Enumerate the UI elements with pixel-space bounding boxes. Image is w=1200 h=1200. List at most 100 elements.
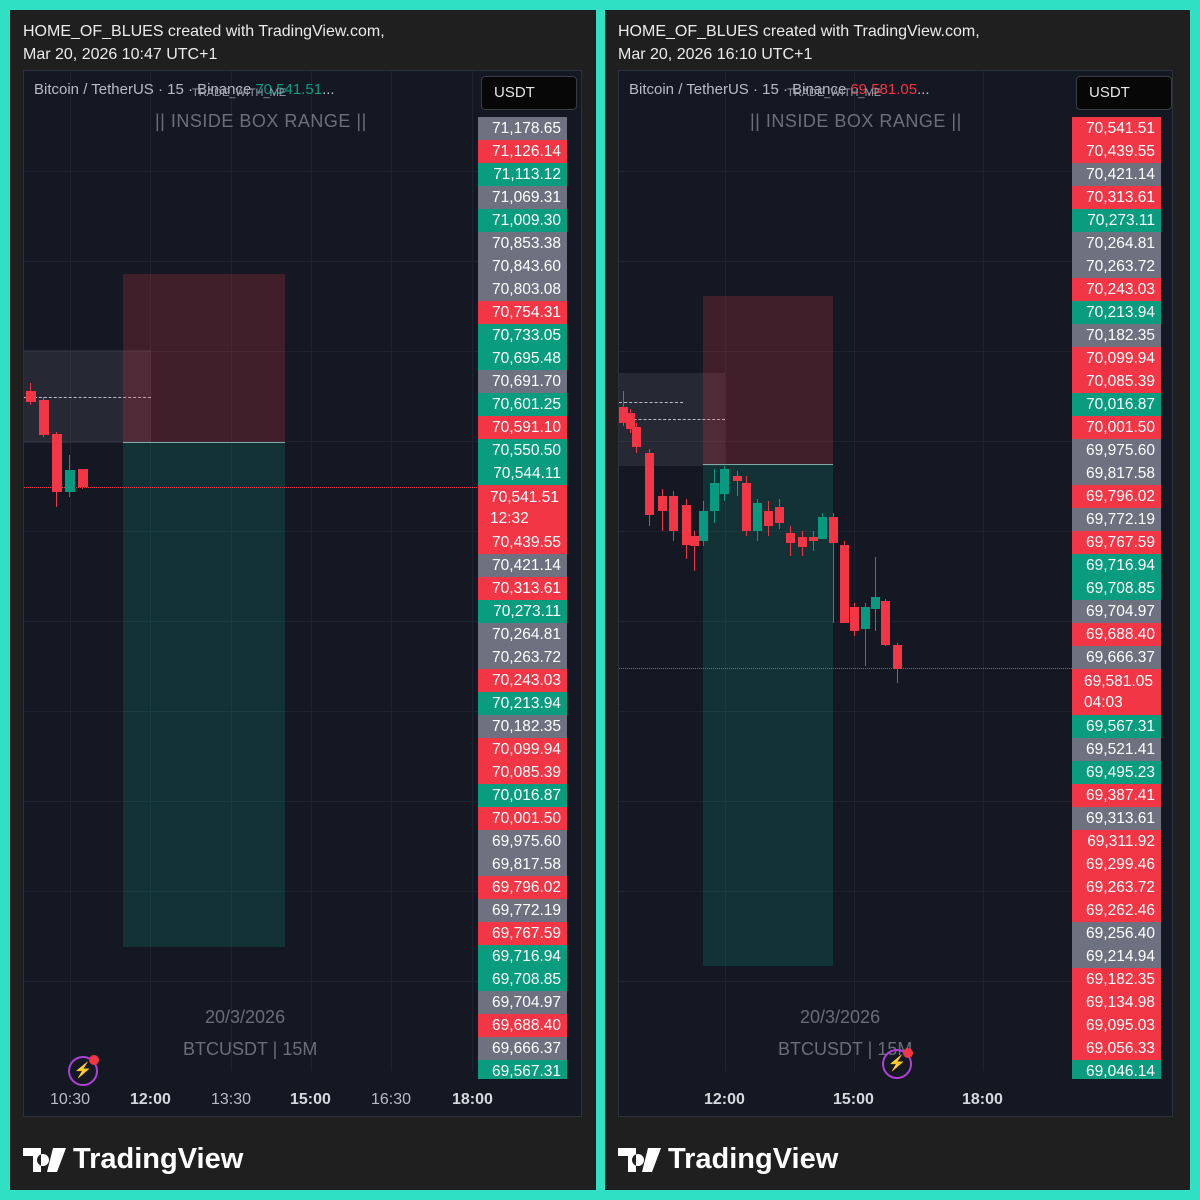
candle[interactable] xyxy=(850,603,859,636)
take-profit-zone[interactable] xyxy=(703,464,833,966)
candle[interactable] xyxy=(682,499,691,559)
price-tag: 70,421.14 xyxy=(478,554,567,577)
price-tag: 71,009.30 xyxy=(478,209,567,232)
symbol-name: Bitcoin / TetherUS · 15 · Binance xyxy=(34,81,252,98)
current-price-value: 70,541.51 xyxy=(490,489,559,506)
symbol-name: Bitcoin / TetherUS · 15 · Binance xyxy=(629,81,847,98)
price-tag: 69,214.94 xyxy=(1072,945,1161,968)
price-tag: 70,263.72 xyxy=(478,646,567,669)
stop-loss-zone[interactable] xyxy=(123,274,285,442)
snapshot-header: HOME_OF_BLUES created with TradingView.c… xyxy=(23,20,385,66)
candle[interactable] xyxy=(733,471,742,496)
price-tag: 69,975.60 xyxy=(1072,439,1161,462)
price-tag: 70,099.94 xyxy=(1072,347,1161,370)
candle[interactable] xyxy=(720,466,729,501)
take-profit-zone[interactable] xyxy=(123,442,285,947)
candle[interactable] xyxy=(861,603,870,666)
price-tag: 70,843.60 xyxy=(478,255,567,278)
brand-name: TradingView xyxy=(73,1143,244,1175)
price-tag: 70,213.94 xyxy=(1072,301,1161,324)
snapshot-date: Mar 20, 2026 10:47 UTC+1 xyxy=(23,46,218,63)
candle[interactable] xyxy=(764,501,773,536)
candle[interactable] xyxy=(626,409,635,433)
time-label: 15:00 xyxy=(833,1091,874,1108)
candle[interactable] xyxy=(809,531,818,551)
price-tag: 69,975.60 xyxy=(478,830,567,853)
price-tag: 71,178.65 xyxy=(478,117,567,140)
price-tag: 70,439.55 xyxy=(478,531,567,554)
lightning-icon[interactable]: ⚡ xyxy=(68,1055,99,1086)
watermark-date: 20/3/2026 xyxy=(800,1007,881,1027)
price-scale[interactable]: 70,541.51 70,439.55 70,421.14 70,313.61 70,2… xyxy=(1072,117,1161,1079)
price-tag: 70,016.87 xyxy=(1072,393,1161,416)
symbol-legend[interactable]: Bitcoin / TetherUS · 15 · Binance 70,541.… xyxy=(34,81,335,98)
candle[interactable] xyxy=(829,513,838,623)
candle[interactable] xyxy=(26,383,36,405)
lightning-icon[interactable]: ⚡ xyxy=(882,1048,913,1079)
candle[interactable] xyxy=(881,599,890,646)
tradingview-logo-icon xyxy=(23,1148,66,1172)
price-tag: 69,772.19 xyxy=(1072,508,1161,531)
price-tag: 69,521.41 xyxy=(1072,738,1161,761)
candle[interactable] xyxy=(52,432,62,507)
current-price-line xyxy=(24,487,479,488)
candle[interactable] xyxy=(818,513,827,539)
candle[interactable] xyxy=(840,541,849,623)
price-tag: 70,754.31 xyxy=(478,301,567,324)
currency-button[interactable]: USDT xyxy=(481,76,577,110)
candle[interactable] xyxy=(742,476,751,536)
price-tag: 70,273.11 xyxy=(478,600,567,623)
candle[interactable] xyxy=(798,531,807,556)
candle[interactable] xyxy=(699,501,708,546)
candle[interactable] xyxy=(871,557,880,631)
chart-area[interactable]: Bitcoin / TetherUS · 15 · Binance 70,541.… xyxy=(23,70,582,1117)
candle[interactable] xyxy=(632,423,641,453)
price-tag: 69,708.85 xyxy=(478,968,567,991)
time-label: 12:00 xyxy=(130,1091,171,1108)
chart-snapshot-left: HOME_OF_BLUES created with TradingView.c… xyxy=(10,10,596,1190)
candle[interactable] xyxy=(669,491,678,541)
price-tag: 70,264.81 xyxy=(478,623,567,646)
price-tag: 70,243.03 xyxy=(478,669,567,692)
candle[interactable] xyxy=(893,643,902,683)
price-scale[interactable]: 71,178.65 71,126.14 71,113.12 71,069.31 71,0… xyxy=(478,117,567,1079)
price-tag: 70,085.39 xyxy=(478,761,567,784)
candle[interactable] xyxy=(645,449,654,526)
snapshot-date: Mar 20, 2026 16:10 UTC+1 xyxy=(618,46,813,63)
price-tag: 69,716.94 xyxy=(1072,554,1161,577)
currency-button[interactable]: USDT xyxy=(1076,76,1172,110)
brand-name: TradingView xyxy=(668,1143,839,1175)
indicator-name: TRADE_WITH_ME xyxy=(192,87,287,99)
price-tag: 70,591.10 xyxy=(478,416,567,439)
price-tag: 70,544.11 xyxy=(478,462,567,485)
stop-loss-zone[interactable] xyxy=(703,296,833,464)
price-tag: 69,666.37 xyxy=(478,1037,567,1060)
range-upper-line xyxy=(619,402,683,403)
symbol-legend[interactable]: Bitcoin / TetherUS · 15 · Binance 69,581.… xyxy=(629,81,930,98)
candle[interactable] xyxy=(786,526,795,556)
price-tag: 69,046.14 xyxy=(1072,1060,1161,1079)
price-tag: 70,264.81 xyxy=(1072,232,1161,255)
candle[interactable] xyxy=(619,391,628,426)
price-tag: 69,666.37 xyxy=(1072,646,1161,669)
candle[interactable] xyxy=(78,469,88,489)
price-tag: 70,213.94 xyxy=(478,692,567,715)
author-line: HOME_OF_BLUES created with TradingView.c… xyxy=(618,23,980,40)
candle[interactable] xyxy=(65,455,75,497)
price-tag: 69,567.31 xyxy=(1072,715,1161,738)
candle[interactable] xyxy=(658,489,667,531)
snapshot-header: HOME_OF_BLUES created with TradingView.c… xyxy=(618,20,980,66)
price-tag: 70,691.70 xyxy=(478,370,567,393)
candle[interactable] xyxy=(710,469,719,523)
candle[interactable] xyxy=(753,499,762,541)
candle[interactable] xyxy=(775,499,784,529)
price-tag: 70,421.14 xyxy=(1072,163,1161,186)
candle[interactable] xyxy=(39,397,49,437)
price-tag: 70,601.25 xyxy=(478,393,567,416)
price-tag: 69,767.59 xyxy=(1072,531,1161,554)
price-tag: 69,708.85 xyxy=(1072,577,1161,600)
chart-area[interactable]: Bitcoin / TetherUS · 15 · Binance 69,581.… xyxy=(618,70,1173,1117)
price-tag: 70,803.08 xyxy=(478,278,567,301)
candle[interactable] xyxy=(690,531,699,571)
price-tag: 69,256.40 xyxy=(1072,922,1161,945)
